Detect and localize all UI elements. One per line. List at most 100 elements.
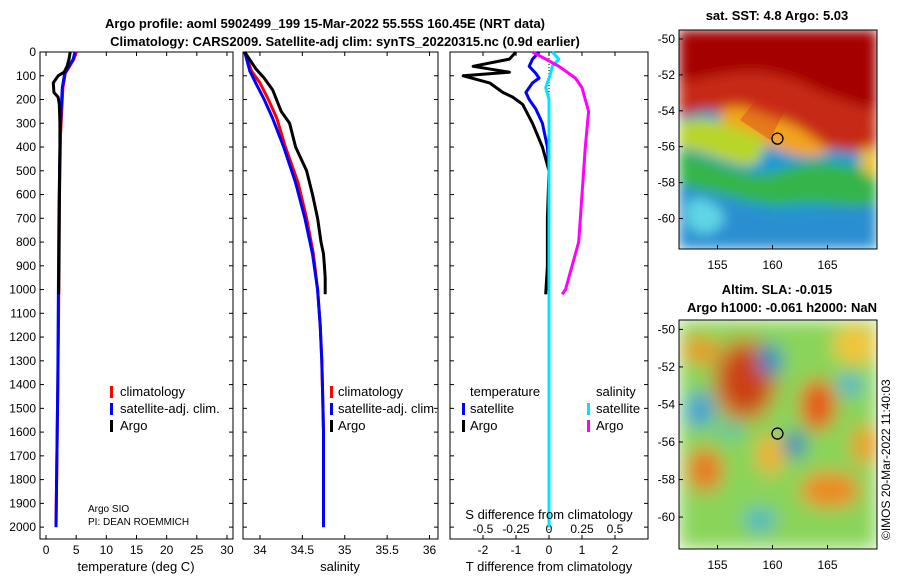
series-line-satellite-adj-clim- (243, 51, 325, 528)
sst-map-y-ticks: -50 -52 -54 -56 -58 -60 (658, 32, 683, 225)
legend-swatch-climatology (330, 386, 333, 398)
sla-map-subtitle: Argo h1000: -0.061 h2000: NaN (687, 300, 877, 315)
sst-profile-marker (771, 132, 784, 145)
figure-title-line1: Argo profile: aoml 5902499_199 15-Mar-20… (105, 16, 545, 31)
depth-axis: 0 100 200 300 400 500 600 700 800 900 1000 1100 1200… (9, 45, 648, 534)
x-tick-label: -2 (478, 543, 489, 557)
temperature-series (51, 51, 78, 528)
y-tick-label: -54 (658, 397, 676, 411)
sst-map-x-ticks: 155 160 165 (707, 245, 838, 272)
x-tick-label: 35.5 (375, 543, 399, 557)
sst-map-frame (678, 29, 878, 250)
temperature-xlabel: temperature (deg C) (77, 559, 194, 574)
y-tick-label: 400 (16, 140, 36, 154)
sla-profile-marker (771, 427, 784, 440)
y-tick-label: 600 (16, 188, 36, 202)
watermark: ©IMOS 20-Mar-2022 11:40:03 (879, 379, 893, 540)
temperature-x-ticks: 0 5 10 15 20 25 30 (43, 52, 234, 557)
legend-swatch-argo (330, 420, 333, 432)
salinity-x-ticks: 34 34.5 35 35.5 36 (253, 52, 437, 557)
temperature-axes (39, 51, 234, 540)
y-tick-label: 500 (16, 164, 36, 178)
x-tick-label: 34 (253, 543, 267, 557)
legend-title-salinity: salinity (596, 384, 636, 399)
legend-swatch-argo (110, 420, 113, 432)
y-tick-label: 1400 (9, 378, 36, 392)
x-tick-label: 5 (73, 543, 80, 557)
x-tick-label: 0 (546, 543, 553, 557)
x-tick-label: 10 (100, 543, 114, 557)
y-tick-label: 2000 (9, 520, 36, 534)
x-tick-label: 160 (762, 558, 782, 572)
y-tick-label: -50 (658, 32, 676, 46)
series-line-t-argo (461, 50, 551, 295)
sla-map-frame (678, 319, 878, 550)
y-tick-label: -60 (658, 211, 676, 225)
y-tick-label: 700 (16, 211, 36, 225)
y-tick-label: 100 (16, 69, 36, 83)
y-tick-label: 1300 (9, 354, 36, 368)
y-tick-label: -52 (658, 360, 676, 374)
legend-swatch-climatology (110, 386, 113, 398)
y-tick-label: -50 (658, 322, 676, 336)
x-tick-label: -0.5 (473, 522, 494, 536)
y-tick-label: -58 (658, 176, 676, 190)
sla-map-x-ticks: 155 160 165 (707, 545, 838, 572)
y-tick-label: 900 (16, 259, 36, 273)
y-tick-label: 1900 (9, 496, 36, 510)
y-tick-label: 800 (16, 235, 36, 249)
x-tick-label: 2 (612, 543, 619, 557)
legend-swatch-t-argo (462, 420, 465, 432)
t-difference-xlabel: T difference from climatology (466, 559, 633, 574)
salinity-series (243, 51, 327, 528)
sst-map-image (679, 30, 877, 249)
x-tick-label: 160 (762, 258, 782, 272)
y-tick-label: 1500 (9, 401, 36, 415)
legend-swatch-satellite (110, 403, 113, 415)
y-tick-label: -56 (658, 140, 676, 154)
x-tick-label: 0 (43, 543, 50, 557)
y-tick-label: 1700 (9, 449, 36, 463)
legend-label-t-satellite: satellite (470, 401, 514, 416)
legend-label-satellite: satellite-adj. clim. (120, 401, 220, 416)
x-tick-label: 0.25 (570, 522, 594, 536)
legend-title-temperature: temperature (470, 384, 540, 399)
x-tick-label: 36 (423, 543, 437, 557)
footer-agency: Argo SIO (88, 504, 129, 515)
x-tick-label: 155 (707, 258, 727, 272)
series-line-s-argo (531, 50, 591, 296)
salinity-xlabel: salinity (320, 559, 360, 574)
legend-label-argo: Argo (120, 418, 147, 433)
legend-label-satellite: satellite-adj. clim. (338, 401, 438, 416)
series-line-argo (243, 51, 327, 295)
y-tick-label: -52 (658, 68, 676, 82)
difference-series (461, 50, 591, 528)
footer-pi: PI: DEAN ROEMMICH (88, 517, 189, 528)
x-tick-label: 30 (220, 543, 234, 557)
y-tick-label: -54 (658, 104, 676, 118)
y-tick-label: 200 (16, 93, 36, 107)
legend-label-t-argo: Argo (470, 418, 497, 433)
x-tick-label: 165 (817, 558, 837, 572)
sst-map-title: sat. SST: 4.8 Argo: 5.03 (706, 8, 849, 23)
y-tick-label: 300 (16, 116, 36, 130)
y-tick-label: 1800 (9, 473, 36, 487)
s-difference-xlabel: S difference from climatology (465, 507, 633, 522)
legend-label-s-argo: Argo (596, 418, 623, 433)
y-tick-label: 1000 (9, 283, 36, 297)
x-tick-label: 34.5 (291, 543, 315, 557)
series-line-argo (51, 51, 72, 295)
y-tick-label: 0 (29, 45, 36, 59)
legend-swatch-satellite (330, 403, 333, 415)
legend-swatch-t-satellite (462, 403, 465, 415)
legend-label-s-satellite: satellite (596, 401, 640, 416)
legend-label-climatology: climatology (338, 384, 404, 399)
x-tick-label: 155 (707, 558, 727, 572)
legend-swatch-s-argo (587, 420, 590, 432)
series-line-climatology (243, 51, 325, 528)
y-tick-label: 1600 (9, 425, 36, 439)
x-tick-label: -1 (511, 543, 522, 557)
sla-map-y-ticks: -50 -52 -54 -56 -58 -60 (658, 322, 683, 524)
x-tick-label: -0.25 (502, 522, 530, 536)
